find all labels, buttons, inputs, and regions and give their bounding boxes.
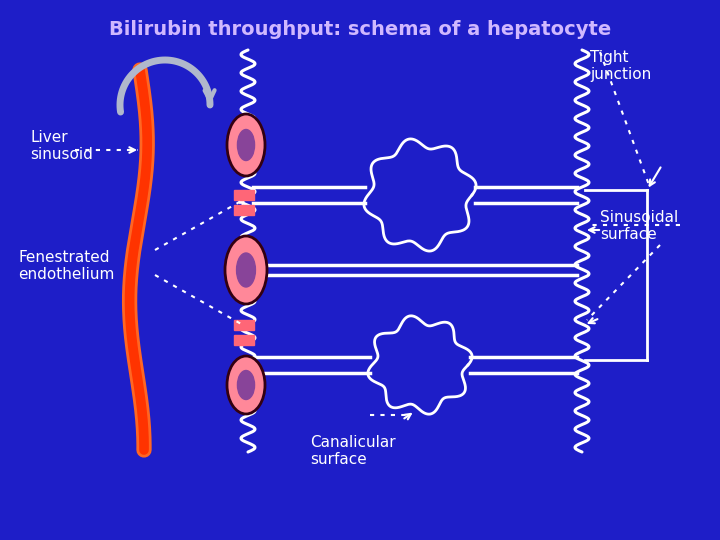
Text: Canalicular
surface: Canalicular surface	[310, 435, 395, 468]
Bar	[234, 190, 254, 200]
Text: Bilirubin throughput: schema of a hepatocyte: Bilirubin throughput: schema of a hepato…	[109, 20, 611, 39]
Text: Tight
junction: Tight junction	[590, 50, 652, 83]
Ellipse shape	[237, 253, 256, 287]
Ellipse shape	[238, 370, 255, 400]
Ellipse shape	[238, 130, 255, 160]
Bar	[234, 335, 254, 345]
Ellipse shape	[225, 236, 267, 304]
Text: Fenestrated
endothelium: Fenestrated endothelium	[18, 250, 114, 282]
Bar	[234, 320, 254, 330]
Text: Liver
sinusoid: Liver sinusoid	[30, 130, 93, 163]
Ellipse shape	[227, 356, 265, 414]
Ellipse shape	[227, 114, 265, 176]
Bar	[234, 205, 254, 215]
Text: Sinusoidal
surface: Sinusoidal surface	[600, 210, 678, 242]
